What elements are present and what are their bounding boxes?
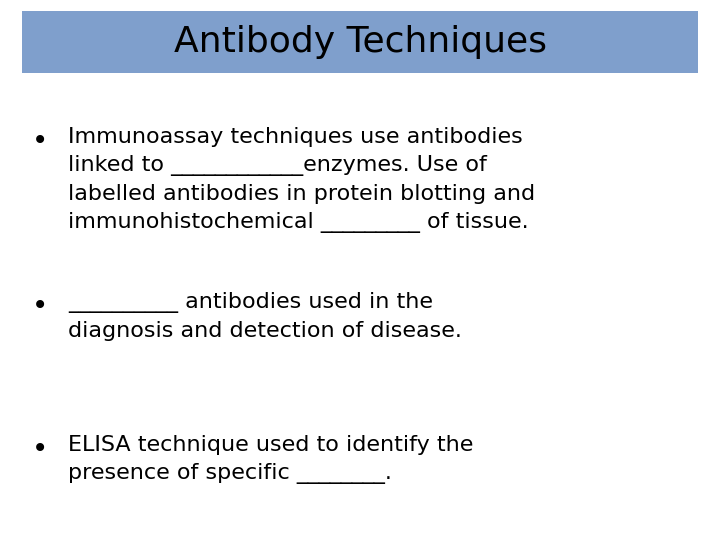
Text: •: • (32, 435, 48, 463)
FancyBboxPatch shape (22, 11, 698, 73)
Text: ELISA technique used to identify the
presence of specific ________.: ELISA technique used to identify the pre… (68, 435, 474, 484)
Text: Immunoassay techniques use antibodies
linked to ____________enzymes. Use of
labe: Immunoassay techniques use antibodies li… (68, 127, 536, 233)
Text: •: • (32, 292, 48, 320)
Text: •: • (32, 127, 48, 155)
Text: Antibody Techniques: Antibody Techniques (174, 25, 546, 59)
Text: __________ antibodies used in the
diagnosis and detection of disease.: __________ antibodies used in the diagno… (68, 292, 462, 341)
